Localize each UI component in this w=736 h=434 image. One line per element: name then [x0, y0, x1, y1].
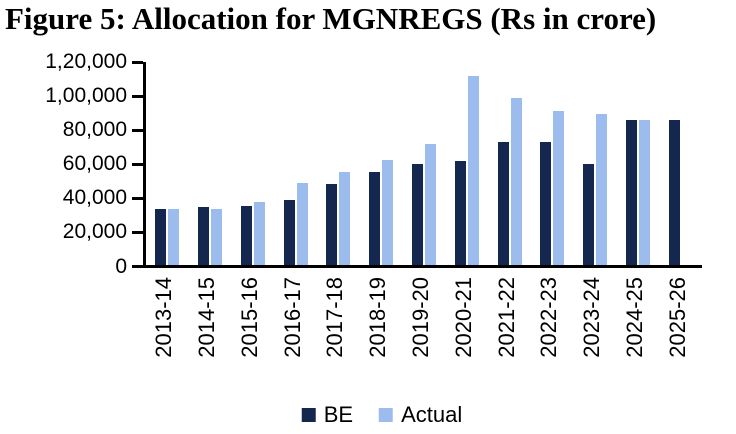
- y-tick-label: 60,000: [62, 152, 127, 176]
- bar-group-2025-26: [659, 62, 702, 265]
- bar-actual-2023-24: [596, 114, 608, 265]
- legend: BE Actual: [301, 402, 462, 428]
- y-tick-label: 40,000: [62, 186, 127, 210]
- bar-be-2018-19: [369, 171, 381, 265]
- x-tick-label: 2018-19: [365, 277, 391, 358]
- bar-group-2015-16: [232, 62, 275, 265]
- y-tick: [132, 265, 143, 268]
- bar-group-2019-20: [403, 62, 446, 265]
- bar-actual-2014-15: [211, 209, 223, 265]
- bar-actual-2013-14: [168, 209, 180, 265]
- actual-swatch-icon: [379, 408, 394, 422]
- bar-group-2018-19: [360, 62, 403, 265]
- y-tick: [132, 230, 143, 234]
- bar-be-2025-26: [668, 119, 680, 265]
- x-tick-label: 2022-23: [536, 277, 562, 358]
- x-tick-label: 2025-26: [664, 277, 690, 358]
- x-tick-label: 2017-18: [322, 277, 348, 358]
- y-tick-label: 0: [115, 254, 127, 278]
- bar-actual-2019-20: [424, 143, 436, 265]
- y-tick-label: 80,000: [62, 118, 127, 142]
- x-tick-label: 2023-24: [579, 277, 605, 358]
- bar-group-2020-21: [445, 62, 488, 265]
- bar-group-2023-24: [574, 62, 617, 265]
- y-tick: [132, 162, 143, 166]
- x-tick-label: 2019-20: [408, 277, 433, 358]
- y-tick: [132, 60, 143, 64]
- bar-be-2019-20: [411, 163, 423, 265]
- bar-be-2014-15: [198, 207, 210, 265]
- figure-title: Figure 5: Allocation for MGNREGS (Rs in …: [5, 1, 657, 36]
- bar-group-2021-22: [488, 62, 531, 265]
- bar-actual-2015-16: [253, 201, 265, 265]
- y-tick-label: 1,20,000: [45, 50, 127, 73]
- bar-group-2013-14: [146, 62, 189, 265]
- bar-be-2016-17: [283, 199, 295, 265]
- plot-area: [143, 62, 702, 268]
- bar-be-2021-22: [497, 141, 509, 265]
- bar-group-2022-23: [531, 62, 574, 265]
- y-tick: [132, 196, 143, 200]
- x-tick-label: 2015-16: [236, 277, 262, 358]
- bar-group-2016-17: [274, 62, 317, 265]
- x-tick-label: 2013-14: [151, 277, 177, 358]
- x-tick-label: 2020-21: [450, 277, 476, 358]
- bar-actual-2016-17: [296, 183, 308, 265]
- bar-actual-2022-23: [553, 111, 565, 265]
- bar-group-2017-18: [317, 62, 360, 265]
- legend-label-actual: Actual: [401, 402, 463, 427]
- x-tick-label: 2024-25: [621, 277, 647, 358]
- legend-label-be: BE: [323, 402, 354, 427]
- bar-actual-2018-19: [382, 160, 394, 265]
- bar-group-2014-15: [189, 62, 232, 265]
- bar-be-2023-24: [583, 163, 595, 265]
- legend-item-be: BE: [301, 402, 354, 428]
- bar-be-2017-18: [326, 183, 338, 265]
- bar-be-2024-25: [625, 119, 637, 265]
- legend-item-actual: Actual: [379, 402, 462, 428]
- x-tick-label: 2016-17: [279, 277, 305, 358]
- y-tick-label: 20,000: [62, 220, 127, 244]
- y-tick: [132, 128, 143, 132]
- be-swatch-icon: [301, 408, 316, 422]
- bar-be-2022-23: [540, 141, 552, 265]
- x-tick-label: 2014-15: [194, 277, 220, 358]
- bar-be-2015-16: [240, 206, 252, 265]
- bar-be-2020-21: [454, 160, 466, 265]
- y-tick-label: 1,00,000: [45, 84, 127, 108]
- x-tick-label: 2021-22: [493, 277, 519, 358]
- bar-group-2024-25: [616, 62, 659, 265]
- bar-be-2013-14: [155, 209, 167, 265]
- bar-actual-2017-18: [339, 171, 351, 265]
- bar-actual-2024-25: [638, 119, 650, 265]
- bar-actual-2020-21: [467, 76, 479, 265]
- bar-actual-2021-22: [510, 98, 522, 265]
- y-tick: [132, 94, 143, 98]
